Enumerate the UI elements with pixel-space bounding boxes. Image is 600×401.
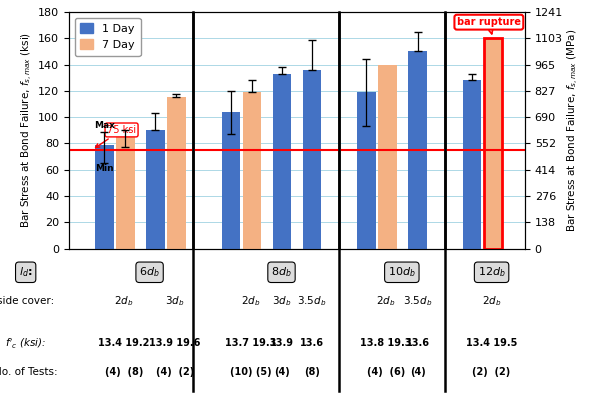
Bar bbox=[95, 145, 113, 249]
Text: 3.5$d_b$: 3.5$d_b$ bbox=[298, 294, 327, 308]
Bar bbox=[357, 92, 376, 249]
Text: 3$d_b$: 3$d_b$ bbox=[272, 294, 292, 308]
Text: Min: Min bbox=[95, 164, 113, 174]
Text: (2)  (2): (2) (2) bbox=[472, 367, 511, 377]
Bar bbox=[484, 38, 502, 249]
Text: 13.6: 13.6 bbox=[406, 338, 430, 348]
Text: bar rupture: bar rupture bbox=[457, 17, 521, 34]
Bar bbox=[116, 134, 134, 249]
Text: 2$d_b$: 2$d_b$ bbox=[115, 294, 134, 308]
Text: 8$d_b$: 8$d_b$ bbox=[271, 265, 292, 279]
Text: 2$d_b$: 2$d_b$ bbox=[376, 294, 396, 308]
Bar bbox=[378, 65, 397, 249]
Text: 13.6: 13.6 bbox=[300, 338, 324, 348]
Text: 13.9: 13.9 bbox=[270, 338, 294, 348]
Text: Max: Max bbox=[94, 122, 115, 130]
Text: 2$d_b$: 2$d_b$ bbox=[482, 294, 502, 308]
Legend: 1 Day, 7 Day: 1 Day, 7 Day bbox=[74, 18, 140, 56]
Bar bbox=[303, 70, 321, 249]
Text: 10$d_b$: 10$d_b$ bbox=[388, 265, 416, 279]
Y-axis label: Bar Stress at Bond Failure, $f_{s,max}$ (ksi): Bar Stress at Bond Failure, $f_{s,max}$ … bbox=[20, 32, 35, 228]
Text: (4): (4) bbox=[274, 367, 290, 377]
Text: $f'_c$ (ksi):: $f'_c$ (ksi): bbox=[5, 336, 46, 350]
Text: (4): (4) bbox=[410, 367, 425, 377]
Text: 12$d_b$: 12$d_b$ bbox=[478, 265, 505, 279]
Text: 6$d_b$: 6$d_b$ bbox=[139, 265, 160, 279]
Text: side cover:: side cover: bbox=[0, 296, 55, 306]
Text: 2$d_b$: 2$d_b$ bbox=[241, 294, 260, 308]
Text: 13.9 19.6: 13.9 19.6 bbox=[149, 338, 201, 348]
Bar bbox=[146, 130, 164, 249]
Bar bbox=[463, 80, 481, 249]
Text: 13.4 19.2: 13.4 19.2 bbox=[98, 338, 150, 348]
Bar bbox=[221, 112, 240, 249]
Y-axis label: Bar Stress at Bond Failure, $f_{s,max}$ (MPa): Bar Stress at Bond Failure, $f_{s,max}$ … bbox=[566, 28, 581, 232]
Bar bbox=[409, 51, 427, 249]
Text: (4)  (8): (4) (8) bbox=[105, 367, 143, 377]
Text: (4)  (2): (4) (2) bbox=[156, 367, 194, 377]
Text: 13.4 19.5: 13.4 19.5 bbox=[466, 338, 517, 348]
Bar bbox=[167, 97, 185, 249]
Text: No. of Tests:: No. of Tests: bbox=[0, 367, 58, 377]
Text: $l_d$:: $l_d$: bbox=[19, 265, 32, 279]
Text: 3$d_b$: 3$d_b$ bbox=[166, 294, 185, 308]
Bar bbox=[273, 74, 291, 249]
Bar bbox=[242, 92, 261, 249]
Text: 13.7 19.3: 13.7 19.3 bbox=[225, 338, 276, 348]
Text: (10) (5): (10) (5) bbox=[230, 367, 271, 377]
Text: 75 ksi: 75 ksi bbox=[95, 125, 136, 148]
Text: (4)  (6): (4) (6) bbox=[367, 367, 405, 377]
Text: 3.5$d_b$: 3.5$d_b$ bbox=[403, 294, 432, 308]
Text: 13.8 19.3: 13.8 19.3 bbox=[361, 338, 412, 348]
Text: (8): (8) bbox=[304, 367, 320, 377]
